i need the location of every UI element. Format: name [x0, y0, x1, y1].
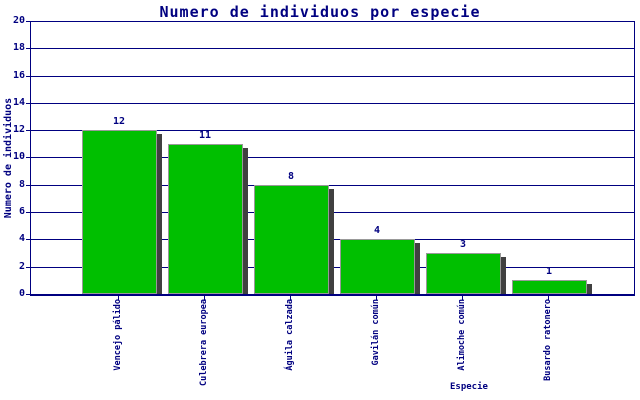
y-tick-14	[26, 103, 30, 104]
x-tick-4	[462, 296, 463, 300]
y-tick-20	[26, 21, 30, 22]
bar-value-3: 4	[373, 225, 381, 236]
x-tick-2	[290, 296, 291, 300]
y-tick-label-20: 20	[12, 15, 25, 26]
y-tick-6	[26, 212, 30, 213]
bar-5	[512, 280, 587, 294]
bar-shadow-5	[587, 284, 592, 294]
gridline-y12	[31, 130, 634, 131]
bar-shadow-4	[501, 257, 506, 294]
gridline-y14	[31, 103, 634, 104]
x-tick-0	[118, 296, 119, 300]
y-tick-18	[26, 48, 30, 49]
y-tick-label-10: 10	[12, 151, 25, 162]
y-tick-2	[26, 267, 30, 268]
bar-shadow-2	[329, 189, 334, 294]
bar-1	[168, 144, 243, 294]
gridline-y16	[31, 76, 634, 77]
bar-0	[82, 130, 157, 294]
y-tick-label-4: 4	[18, 233, 25, 244]
y-tick-label-6: 6	[18, 206, 25, 217]
chart-title: Numero de individuos por especie	[159, 3, 481, 21]
y-tick-4	[26, 239, 30, 240]
bar-shadow-3	[415, 243, 420, 294]
y-tick-16	[26, 76, 30, 77]
x-category-label-5: Busardo ratonero	[543, 299, 553, 381]
gridline-y8	[31, 185, 634, 186]
gridline-y18	[31, 48, 634, 49]
bar-2	[254, 185, 329, 294]
y-tick-12	[26, 130, 30, 131]
y-tick-10	[26, 157, 30, 158]
x-axis-title: Especie	[450, 382, 488, 392]
x-category-label-0: Vencejo pálido	[113, 299, 123, 371]
bar-shadow-1	[243, 148, 248, 294]
y-tick-label-12: 12	[12, 124, 25, 135]
y-tick-label-2: 2	[18, 261, 25, 272]
bar-value-1: 11	[198, 130, 212, 141]
x-tick-3	[376, 296, 377, 300]
y-tick-label-16: 16	[12, 70, 25, 81]
y-tick-label-0: 0	[18, 288, 25, 299]
x-category-label-1: Culebrera europea	[199, 299, 209, 386]
x-tick-1	[204, 296, 205, 300]
plot-area: 12 11 8 4 3 1	[30, 21, 635, 296]
y-tick-label-18: 18	[12, 42, 25, 53]
gridline-y10	[31, 157, 634, 158]
bar-value-0: 12	[112, 116, 126, 127]
bar-value-5: 1	[545, 266, 553, 277]
x-category-label-2: Águila calzada	[285, 299, 295, 371]
x-category-label-4: Alimoche común	[457, 299, 467, 371]
y-tick-label-8: 8	[18, 179, 25, 190]
y-tick-0	[26, 294, 30, 295]
bar-4	[426, 253, 501, 294]
bar-value-4: 3	[459, 239, 467, 250]
bar-value-2: 8	[287, 171, 295, 182]
y-tick-label-14: 14	[12, 97, 25, 108]
x-category-label-3: Gavilán común	[371, 299, 381, 366]
y-tick-8	[26, 185, 30, 186]
x-tick-5	[548, 296, 549, 300]
bar-3	[340, 239, 415, 294]
bar-shadow-0	[157, 134, 162, 294]
